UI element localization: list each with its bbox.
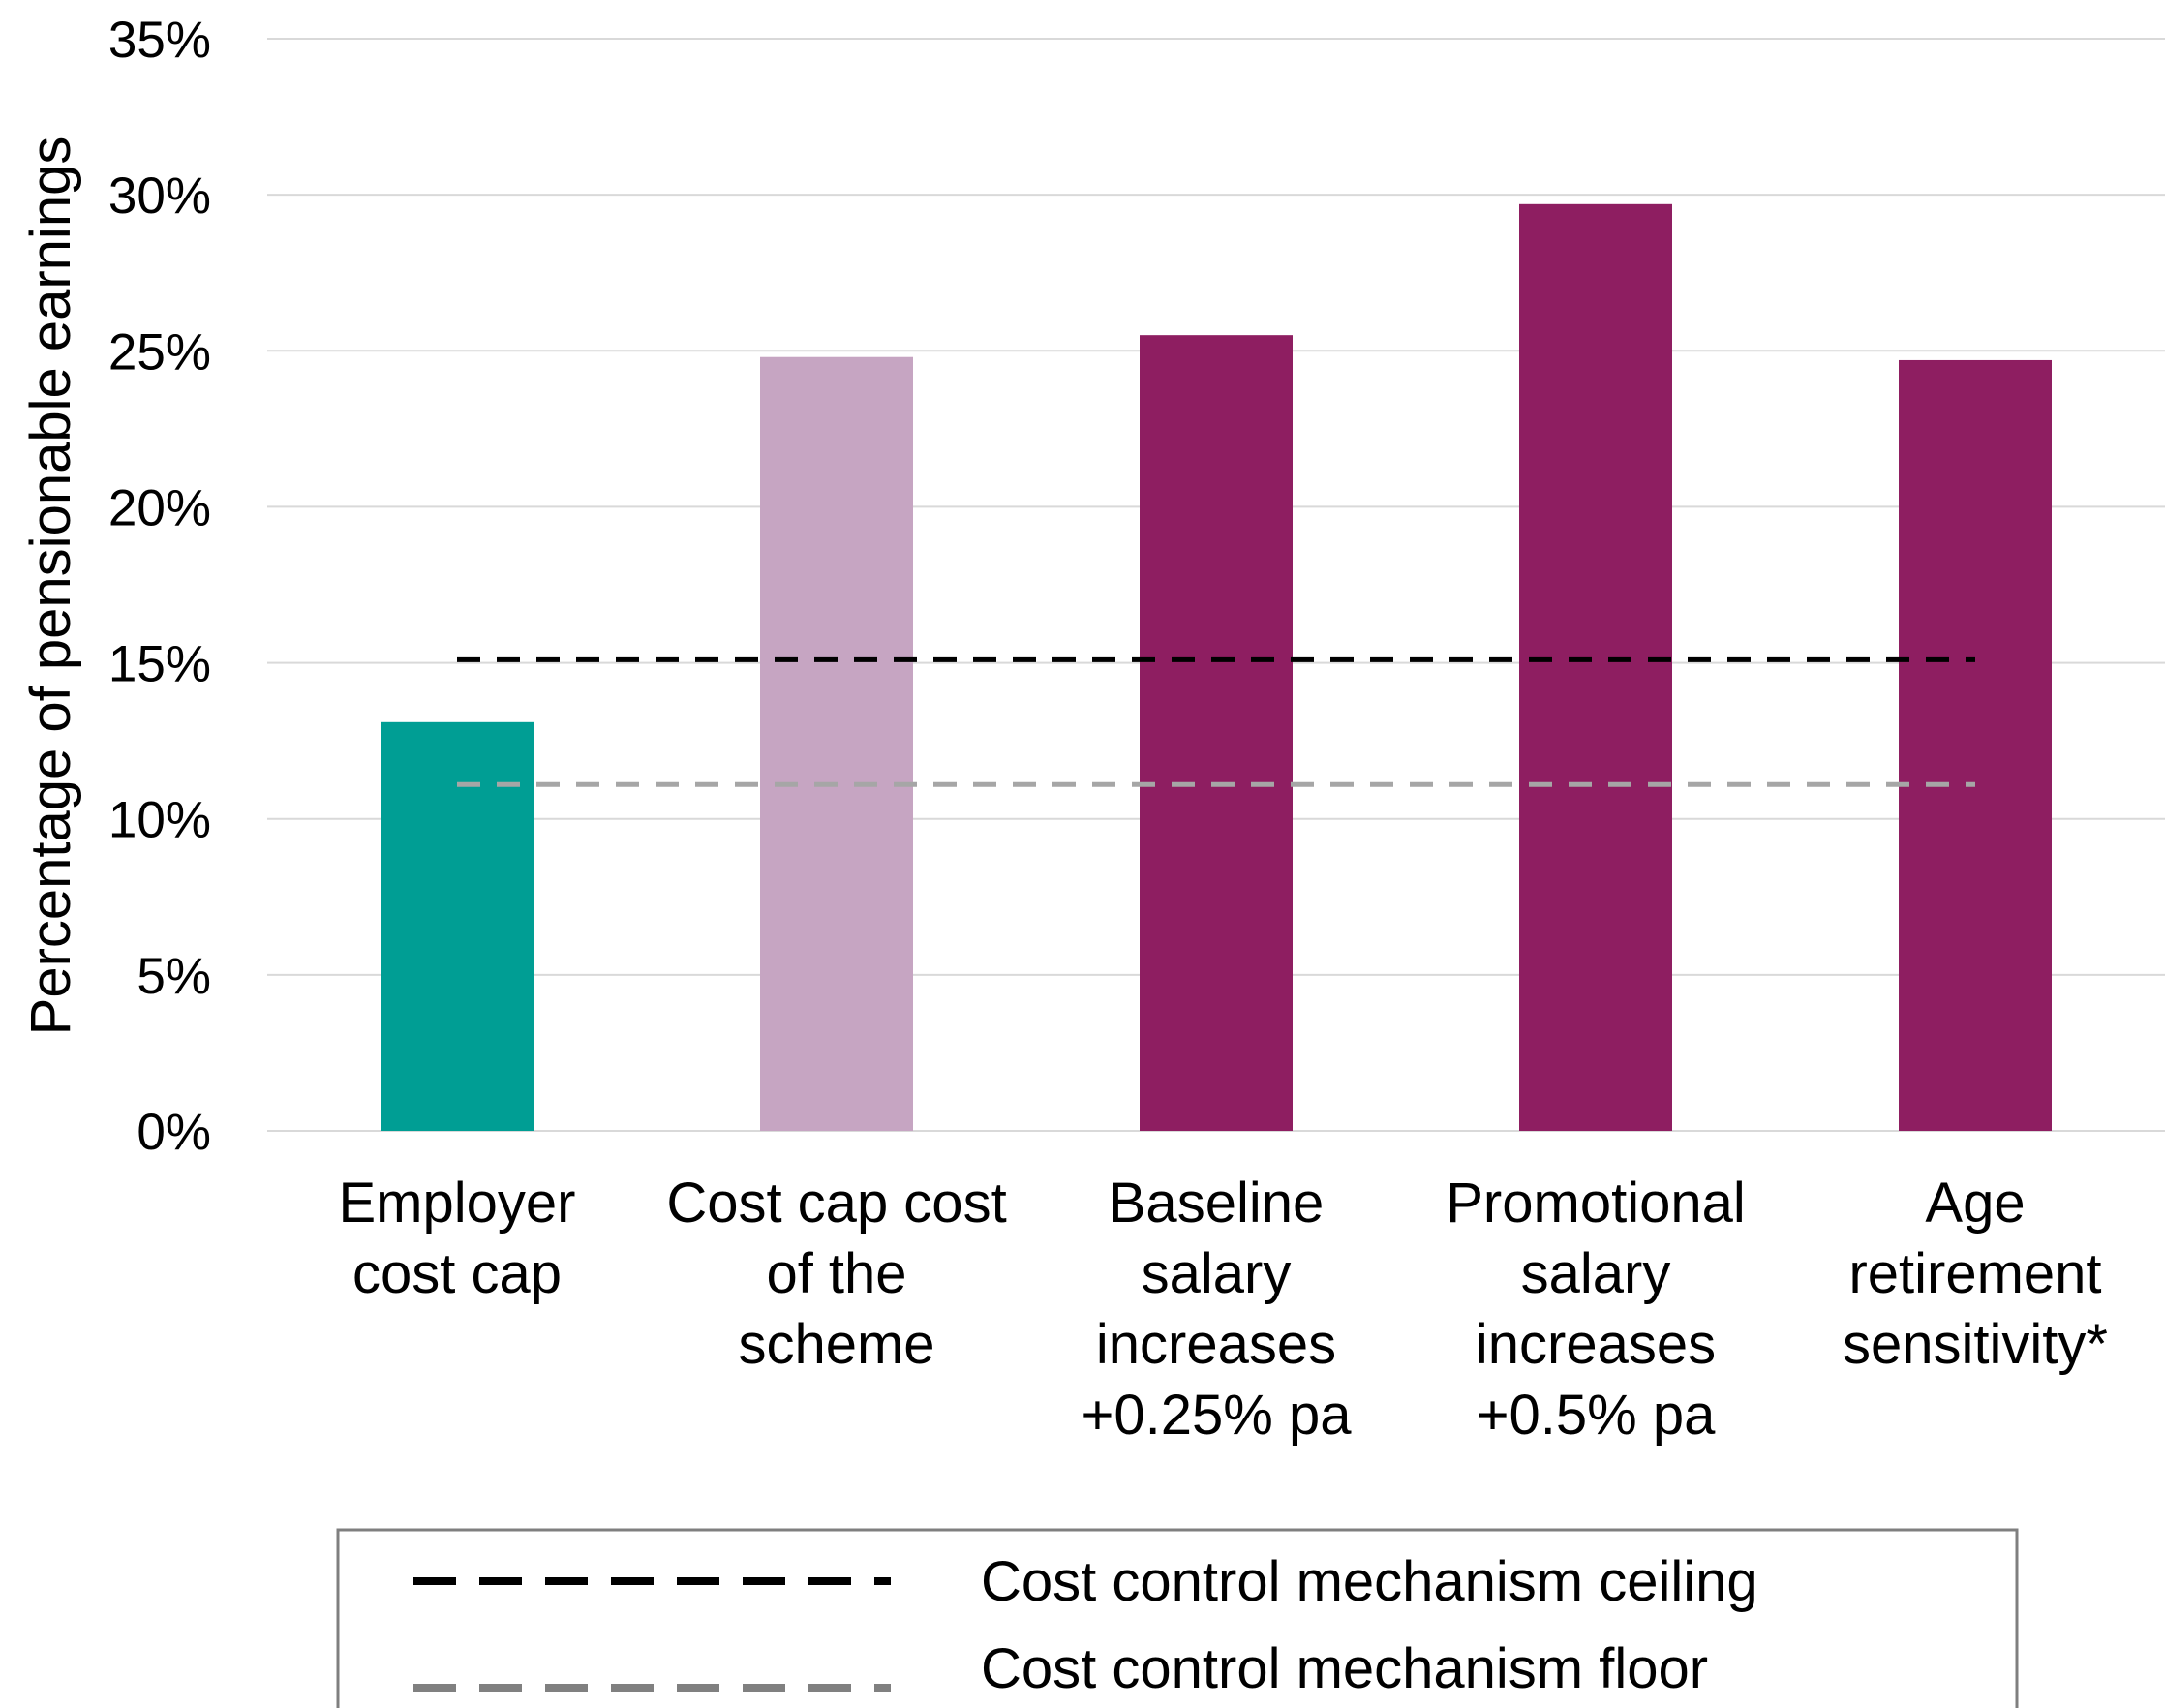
y-tick-label: 5% [137, 948, 211, 1005]
y-tick-label: 35% [108, 12, 211, 69]
y-tick-label: 15% [108, 636, 211, 693]
y-tick-label: 20% [108, 479, 211, 536]
bar [1899, 359, 2052, 1131]
y-axis-label: Percentage of pensionable earnings [19, 137, 82, 1036]
legend-ceiling-label: Cost control mechanism ceiling [981, 1550, 1758, 1613]
x-axis-categories: Employer cost cap Cost cap cost of the schem… [339, 1172, 2108, 1447]
bar [381, 721, 534, 1131]
bar [1519, 203, 1672, 1132]
legend-box [336, 1528, 2019, 1708]
category-label: Age retirement sensitivity* [1843, 1172, 2108, 1376]
legend-floor-label: Cost control mechanism floor [981, 1637, 1708, 1700]
bars [381, 203, 2052, 1132]
y-tick-label: 10% [108, 792, 211, 849]
legend: Cost control mechanism ceiling Cost cont… [336, 1528, 2019, 1708]
y-tick-label: 30% [108, 168, 211, 225]
bar [1140, 335, 1293, 1132]
y-axis-ticks: 0% 5% 10% 15% 20% 25% 30% 35% [108, 12, 211, 1161]
y-tick-label: 0% [137, 1104, 211, 1161]
category-label: Baseline salary increases +0.25% pa [1082, 1172, 1353, 1447]
category-label: Cost cap cost of the scheme [666, 1172, 1006, 1376]
bar [760, 356, 913, 1131]
category-label: Employer cost cap [339, 1172, 576, 1305]
y-tick-label: 25% [108, 323, 211, 381]
category-label: Promotional salary increases +0.5% pa [1446, 1172, 1745, 1447]
reference-lines [457, 656, 1975, 787]
